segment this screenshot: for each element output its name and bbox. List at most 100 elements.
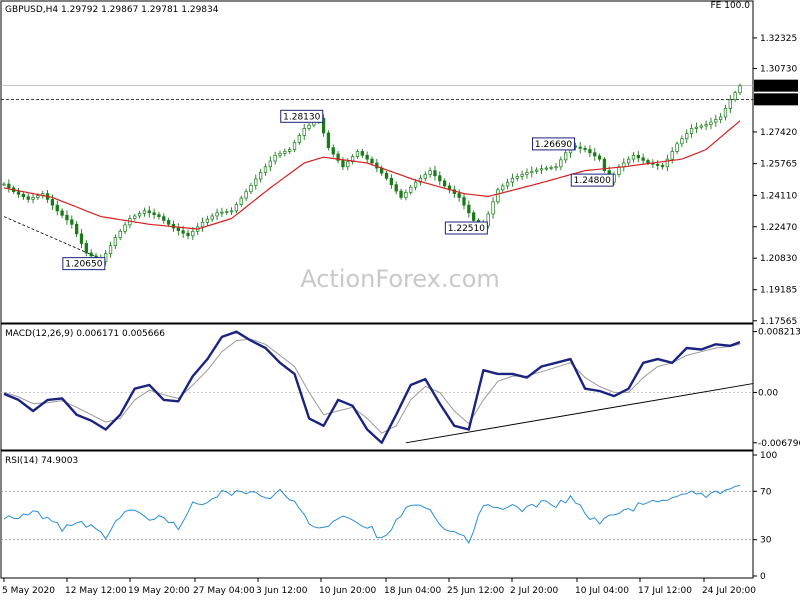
candle-body (486, 213, 490, 227)
candle-body (152, 212, 156, 216)
rsi-panel-title: RSI(14) 74.9003 (5, 456, 78, 466)
candle-body (636, 154, 640, 159)
candle-body (239, 197, 243, 205)
annotation-box (532, 137, 576, 151)
price-axis-label: 1.24110 (760, 191, 797, 201)
candle-body (733, 92, 737, 101)
candle-body (660, 165, 665, 168)
candle-body (534, 169, 539, 172)
candle-body (166, 220, 171, 225)
candle-body (505, 181, 510, 187)
price-axis-label: 1.19185 (760, 286, 797, 296)
candle-body (157, 214, 161, 217)
candle-body (520, 174, 524, 177)
candle-body (626, 158, 631, 164)
candle-body (331, 147, 335, 155)
candle-body (399, 190, 403, 198)
price-axis-label: 1.22470 (760, 223, 797, 233)
x-axis-label: 12 May 12:00 (65, 586, 127, 596)
price-trendline (3, 216, 102, 260)
candle-body (670, 151, 674, 160)
rsi-layer (1, 485, 753, 545)
candle-body (307, 124, 311, 129)
candle-body (70, 219, 74, 225)
candle-body (326, 132, 331, 148)
macd-trendline (405, 383, 754, 444)
candle-body (162, 216, 166, 221)
candle-body (21, 193, 26, 198)
candle-body (404, 191, 408, 198)
candle-body (273, 154, 277, 162)
candle-body (728, 99, 732, 109)
rsi-panel (0, 450, 754, 579)
candle-body (336, 153, 340, 161)
candle-body (350, 156, 355, 163)
candle-body (665, 158, 670, 168)
candle-body (641, 157, 645, 161)
x-axis-label: 5 May 2020 (2, 586, 55, 596)
candle-body (423, 174, 427, 179)
candle-body (549, 167, 553, 169)
candle-body (210, 215, 214, 220)
x-axis-label: 3 Jun 12:00 (256, 586, 308, 596)
macd-main-line (3, 330, 741, 444)
candle-body (631, 154, 636, 160)
candle-body (530, 170, 534, 173)
candle-body (7, 183, 11, 189)
macd-axis-label: -0.006796 (758, 439, 800, 449)
candle-body (462, 197, 466, 206)
candle-body (442, 180, 447, 187)
candle-body (602, 158, 607, 171)
price-panel-title: GBPUSD,H4 1.29792 1.29867 1.29781 1.2983… (5, 5, 219, 15)
candle-body (200, 222, 205, 228)
candle-body (675, 143, 679, 152)
candle-body (205, 218, 210, 223)
candle-body (268, 160, 272, 168)
moving-average-line (3, 120, 741, 230)
candle-body (346, 161, 350, 168)
macd-layer (1, 330, 754, 444)
candle-body (36, 195, 40, 198)
price-tag-box (754, 93, 798, 106)
candle-body (714, 119, 718, 123)
corner-label: FE 100.0 (711, 1, 751, 11)
candle-body (365, 154, 369, 160)
candle-body (55, 204, 59, 212)
candle-body (646, 160, 650, 164)
rsi-line (3, 485, 741, 545)
candle-body (578, 146, 582, 149)
rsi-axis-label: 100 (760, 451, 777, 461)
candle-body (472, 212, 476, 221)
x-axis-label: 10 Jun 20:00 (319, 586, 376, 596)
candle-body (229, 210, 234, 213)
candle-body (496, 189, 500, 203)
x-axis-label: 27 May 04:00 (193, 586, 255, 596)
x-axis-label: 17 Jul 12:00 (638, 586, 692, 596)
candle-body (60, 210, 64, 216)
candle-body (249, 184, 253, 193)
candle-body (123, 224, 127, 232)
candle-body (723, 107, 728, 118)
price-axis-label: 1.27420 (760, 128, 797, 138)
candle-body (79, 233, 84, 244)
candle-body (525, 172, 529, 175)
rsi-axis-label: 70 (760, 487, 772, 497)
candle-body (699, 125, 703, 128)
candle-body (113, 237, 118, 247)
candle-body (50, 199, 55, 206)
annotation-label: 1.24800 (574, 176, 611, 186)
annotation-box (444, 221, 488, 235)
price-tag-label: 1.29834 (758, 82, 795, 92)
candle-body (433, 170, 437, 177)
x-axis-label: 10 Jul 04:00 (575, 586, 629, 596)
candle-body (147, 210, 151, 214)
candle-body (510, 177, 515, 183)
annotation-label: 1.22510 (448, 224, 485, 234)
axis-layer: 1.32325 1.30730 1.27420 1.25765 1.24110 1.224… (2, 34, 800, 596)
candle-body (244, 191, 248, 199)
candle-body (709, 121, 713, 125)
candle-body (181, 230, 185, 234)
price-axis-label: 1.20830 (760, 254, 797, 264)
